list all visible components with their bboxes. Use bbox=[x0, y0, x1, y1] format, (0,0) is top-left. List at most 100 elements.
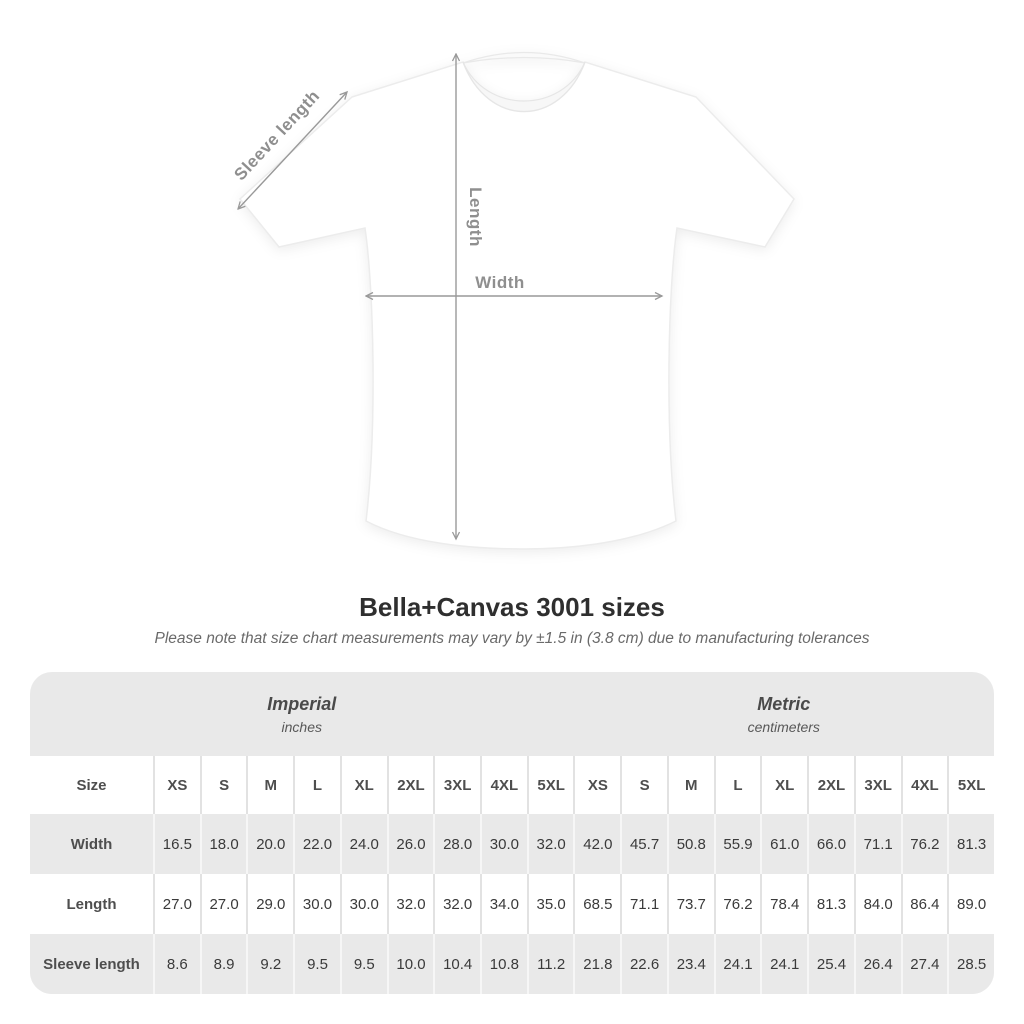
value-cell: 30.0 bbox=[293, 874, 340, 934]
size-column-header: 4XL bbox=[480, 756, 527, 814]
value-cell: 8.9 bbox=[199, 934, 247, 994]
size-header-cell: Size bbox=[30, 756, 153, 814]
value-cell: 9.5 bbox=[339, 934, 387, 994]
size-column-header: 4XL bbox=[900, 756, 948, 814]
width-label: Width bbox=[475, 273, 525, 292]
size-column-header: M bbox=[666, 756, 714, 814]
value-cell: 22.0 bbox=[293, 814, 340, 874]
size-column-header: XS bbox=[573, 756, 621, 814]
size-column-header: 2XL bbox=[807, 756, 854, 814]
table-row-width: Width 16.5 18.0 20.0 22.0 24.0 26.0 28.0 30.0 32.… bbox=[30, 814, 994, 874]
value-cell: 10.0 bbox=[386, 934, 434, 994]
value-cell: 68.5 bbox=[573, 874, 621, 934]
size-column-header: 2XL bbox=[386, 756, 434, 814]
tolerance-note: Please note that size chart measurements… bbox=[154, 630, 870, 648]
row-label-sleeve-length: Sleeve length bbox=[30, 934, 153, 994]
value-cell: 23.4 bbox=[666, 934, 714, 994]
size-column-header: XL bbox=[339, 756, 387, 814]
value-cell: 20.0 bbox=[246, 814, 294, 874]
value-cell: 30.0 bbox=[339, 874, 387, 934]
unit-band-row: Imperial inches Metric centimeters bbox=[30, 672, 994, 756]
size-column-header: 3XL bbox=[433, 756, 481, 814]
table-row-sleeve-length: Sleeve length 8.6 8.9 9.2 9.5 9.5 10.0 10.4 10.8… bbox=[30, 934, 994, 994]
value-cell: 45.7 bbox=[620, 814, 667, 874]
table-rows: Size XS S M L XL 2XL 3XL 4XL 5XL XS S M L XL 2XL 3XL 4XL 5… bbox=[30, 756, 994, 994]
value-cell: 11.2 bbox=[526, 934, 574, 994]
size-column-header: S bbox=[620, 756, 667, 814]
value-cell: 32.0 bbox=[386, 874, 434, 934]
imperial-group-header: Imperial inches bbox=[30, 672, 574, 756]
metric-label: Metric bbox=[757, 693, 811, 714]
value-cell: 10.8 bbox=[480, 934, 527, 994]
collar-back bbox=[462, 51, 586, 64]
tshirt-diagram-svg: Sleeve length Length Width bbox=[230, 51, 795, 550]
title-block: Bella+Canvas 3001 sizes Please note that… bbox=[0, 592, 1024, 648]
value-cell: 35.0 bbox=[526, 874, 574, 934]
length-label: Length bbox=[466, 187, 485, 247]
value-cell: 42.0 bbox=[573, 814, 621, 874]
row-label-length: Length bbox=[30, 874, 153, 934]
value-cell: 30.0 bbox=[480, 814, 527, 874]
value-cell: 24.1 bbox=[760, 934, 808, 994]
value-cell: 28.0 bbox=[433, 814, 481, 874]
table-header-row: Size XS S M L XL 2XL 3XL 4XL 5XL XS S M L XL 2XL 3XL 4XL 5… bbox=[30, 756, 994, 814]
value-cell: 76.2 bbox=[900, 814, 948, 874]
size-column-header: M bbox=[246, 756, 294, 814]
size-column-header: XL bbox=[760, 756, 808, 814]
size-column-header: 3XL bbox=[853, 756, 901, 814]
value-cell: 24.0 bbox=[339, 814, 387, 874]
value-cell: 61.0 bbox=[760, 814, 808, 874]
size-column-header: 5XL bbox=[526, 756, 574, 814]
value-cell: 9.2 bbox=[246, 934, 294, 994]
imperial-unit: inches bbox=[281, 718, 322, 735]
sleeve-length-arrow bbox=[238, 92, 347, 209]
value-cell: 81.3 bbox=[947, 814, 994, 874]
table-row-length: Length 27.0 27.0 29.0 30.0 30.0 32.0 32.0 34.0 35… bbox=[30, 874, 994, 934]
value-cell: 66.0 bbox=[807, 814, 854, 874]
value-cell: 24.1 bbox=[713, 934, 761, 994]
value-cell: 76.2 bbox=[713, 874, 761, 934]
value-cell: 89.0 bbox=[947, 874, 994, 934]
value-cell: 16.5 bbox=[153, 814, 200, 874]
value-cell: 26.0 bbox=[386, 814, 434, 874]
value-cell: 32.0 bbox=[433, 874, 481, 934]
size-column-header: 5XL bbox=[947, 756, 994, 814]
value-cell: 50.8 bbox=[666, 814, 714, 874]
size-column-header: L bbox=[293, 756, 340, 814]
value-cell: 27.0 bbox=[199, 874, 247, 934]
value-cell: 86.4 bbox=[900, 874, 948, 934]
value-cell: 81.3 bbox=[807, 874, 854, 934]
value-cell: 9.5 bbox=[293, 934, 340, 994]
size-column-header: L bbox=[713, 756, 761, 814]
value-cell: 25.4 bbox=[807, 934, 854, 994]
value-cell: 34.0 bbox=[480, 874, 527, 934]
tshirt-body-shape bbox=[238, 61, 795, 550]
value-cell: 71.1 bbox=[853, 814, 901, 874]
value-cell: 28.5 bbox=[947, 934, 994, 994]
value-cell: 10.4 bbox=[433, 934, 481, 994]
value-cell: 27.4 bbox=[900, 934, 948, 994]
row-label-width: Width bbox=[30, 814, 153, 874]
tshirt-measurement-diagram: Sleeve length Length Width bbox=[230, 51, 795, 550]
value-cell: 8.6 bbox=[153, 934, 200, 994]
metric-unit: centimeters bbox=[747, 718, 820, 735]
metric-group-header: Metric centimeters bbox=[574, 672, 995, 756]
page-title: Bella+Canvas 3001 sizes bbox=[359, 592, 665, 622]
value-cell: 84.0 bbox=[853, 874, 901, 934]
tshirt-graphic bbox=[238, 51, 795, 550]
value-cell: 21.8 bbox=[573, 934, 621, 994]
size-column-header: XS bbox=[153, 756, 200, 814]
value-cell: 29.0 bbox=[246, 874, 294, 934]
value-cell: 27.0 bbox=[153, 874, 200, 934]
value-cell: 55.9 bbox=[713, 814, 761, 874]
collar-band bbox=[462, 61, 586, 112]
value-cell: 78.4 bbox=[760, 874, 808, 934]
value-cell: 26.4 bbox=[853, 934, 901, 994]
size-table: Imperial inches Metric centimeters Size X… bbox=[30, 672, 994, 994]
imperial-label: Imperial bbox=[267, 693, 337, 714]
size-column-header: S bbox=[199, 756, 247, 814]
value-cell: 18.0 bbox=[199, 814, 247, 874]
value-cell: 73.7 bbox=[666, 874, 714, 934]
value-cell: 32.0 bbox=[526, 814, 574, 874]
value-cell: 22.6 bbox=[620, 934, 667, 994]
